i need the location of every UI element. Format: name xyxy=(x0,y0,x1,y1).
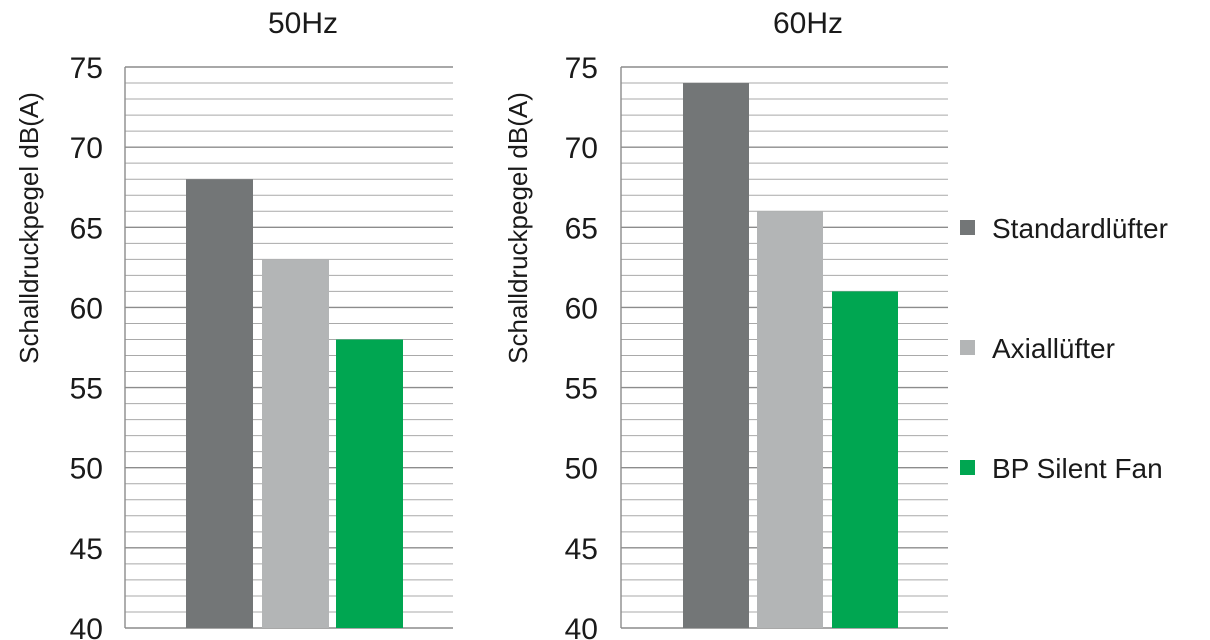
legend-swatch xyxy=(960,220,975,235)
y-tick-label: 45 xyxy=(565,533,598,566)
y-tick-label: 55 xyxy=(70,373,103,406)
y-tick-label: 70 xyxy=(565,132,598,165)
bar-axiall-fter xyxy=(757,211,823,628)
y-tick-label: 40 xyxy=(70,613,103,640)
y-tick-label: 75 xyxy=(70,52,103,85)
bar-standardl-fter xyxy=(683,83,749,629)
legend-label: Axiallüfter xyxy=(992,333,1115,364)
legend-swatch xyxy=(960,460,975,475)
legend-swatch xyxy=(960,340,975,355)
y-tick-label: 50 xyxy=(565,453,598,486)
y-tick-label: 55 xyxy=(565,373,598,406)
chart-legend: Standardlüfter Axiallüfter BP Silent Fan xyxy=(960,213,1168,484)
y-tick-label: 50 xyxy=(70,453,103,486)
y-axis-label: Schalldruckpegel dB(A) xyxy=(503,92,533,364)
y-tick-label: 40 xyxy=(565,613,598,640)
bar-standardl-fter xyxy=(186,179,253,628)
chart-panel-60hz: 40 45 50 55 60 65 70 75 60Hz Schalldruckpegel dB(… xyxy=(503,7,948,640)
y-tick-label: 75 xyxy=(565,52,598,85)
panel-title: 60Hz xyxy=(773,7,843,40)
y-axis-label: Schalldruckpegel dB(A) xyxy=(14,92,44,364)
y-tick-label: 45 xyxy=(70,533,103,566)
panel-title: 50Hz xyxy=(268,7,338,40)
y-tick-label: 70 xyxy=(70,132,103,165)
y-tick-label: 60 xyxy=(565,292,598,325)
bar-bp-silent-fan xyxy=(336,339,403,628)
chart-panel-50hz: 40 45 50 55 60 65 70 75 50Hz Schalldruckpegel dB(… xyxy=(14,7,453,640)
y-tick-label: 65 xyxy=(565,212,598,245)
y-tick-label: 65 xyxy=(70,212,103,245)
bar-axiall-fter xyxy=(262,259,329,628)
y-tick-label: 60 xyxy=(70,292,103,325)
bar-bp-silent-fan xyxy=(832,291,898,628)
legend-label: BP Silent Fan xyxy=(992,453,1163,484)
legend-label: Standardlüfter xyxy=(992,213,1168,244)
